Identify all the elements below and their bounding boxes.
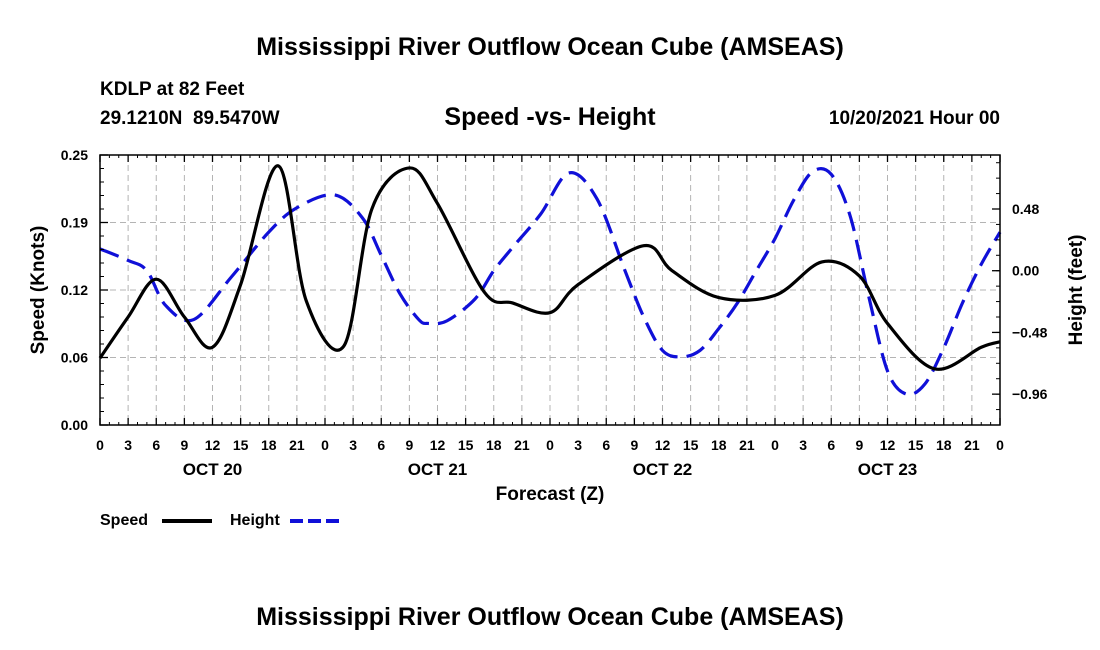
y-right-tick-label: −0.96: [1012, 386, 1048, 402]
x-tick-label: 21: [289, 437, 305, 453]
x-tick-label: 3: [124, 437, 132, 453]
y-left-tick-label: 0.12: [61, 282, 88, 298]
grid-lines: [100, 155, 1000, 425]
x-tick-label: 3: [349, 437, 357, 453]
x-tick-label: 6: [152, 437, 160, 453]
date-label: OCT 23: [858, 460, 918, 479]
x-tick-label: 6: [377, 437, 385, 453]
x-tick-label: 9: [855, 437, 863, 453]
legend-label-height: Height: [230, 512, 280, 529]
x-tick-label: 12: [655, 437, 671, 453]
x-tick-label: 18: [936, 437, 952, 453]
x-tick-label: 15: [233, 437, 249, 453]
date-label: OCT 22: [633, 460, 693, 479]
coordinates-label: 29.1210N 89.5470W: [100, 108, 280, 129]
x-tick-label: 15: [458, 437, 474, 453]
chart-title-bottom: Mississippi River Outflow Ocean Cube (AM…: [256, 603, 844, 631]
x-tick-label: 15: [908, 437, 924, 453]
x-tick-label: 18: [486, 437, 502, 453]
x-tick-label: 3: [799, 437, 807, 453]
x-tick-label: 21: [964, 437, 980, 453]
x-tick-label: 21: [514, 437, 530, 453]
date-label: OCT 21: [408, 460, 468, 479]
series-layer: [98, 164, 1002, 397]
x-tick-label: 9: [180, 437, 188, 453]
x-tick-label: 9: [630, 437, 638, 453]
x-tick-label: 12: [205, 437, 221, 453]
x-tick-label: 3: [574, 437, 582, 453]
chart-title: Mississippi River Outflow Ocean Cube (AM…: [256, 33, 844, 61]
y-axis-right-title: Height (feet): [1066, 235, 1087, 346]
x-tick-label: 15: [683, 437, 699, 453]
series-line-height: [99, 167, 1002, 397]
y-axis-left-title: Speed (Knots): [28, 226, 49, 355]
x-tick-label: 6: [827, 437, 835, 453]
x-tick-label: 0: [771, 437, 779, 453]
date-label: 10/20/2021 Hour 00: [829, 108, 1000, 129]
x-tick-label: 12: [430, 437, 446, 453]
x-tick-label: 0: [96, 437, 104, 453]
x-axis-title: Forecast (Z): [496, 484, 605, 505]
x-tick-label: 21: [739, 437, 755, 453]
y-left-tick-label: 0.19: [61, 215, 88, 231]
x-tick-label: 0: [546, 437, 554, 453]
y-right-tick-label: 0.48: [1012, 201, 1039, 217]
y-left-tick-label: 0.25: [61, 147, 88, 163]
legend-label-speed: Speed: [100, 512, 148, 529]
x-tick-label: 18: [711, 437, 727, 453]
y-right-tick-label: 0.00: [1012, 263, 1039, 279]
y-right-tick-label: −0.48: [1012, 324, 1048, 340]
legend: Speed Height: [100, 512, 342, 529]
x-tick-label: 0: [321, 437, 329, 453]
y-left-tick-label: 0.00: [61, 417, 88, 433]
x-tick-label: 6: [602, 437, 610, 453]
x-tick-label: 9: [405, 437, 413, 453]
date-label: OCT 20: [183, 460, 243, 479]
series-line-speed: [98, 164, 1001, 371]
x-tick-label: 12: [880, 437, 896, 453]
chart-subtitle: Speed -vs- Height: [444, 103, 656, 131]
y-left-tick-label: 0.06: [61, 350, 88, 366]
x-tick-label: 0: [996, 437, 1004, 453]
station-label: KDLP at 82 Feet: [100, 79, 245, 100]
axis-ticks: 0 3 6 9 12 15 18 21 0 3 6 9 12 15 18 21 0 3 6 9 12 15 18 21 0 3 6 9…: [61, 147, 1048, 479]
x-tick-label: 18: [261, 437, 277, 453]
